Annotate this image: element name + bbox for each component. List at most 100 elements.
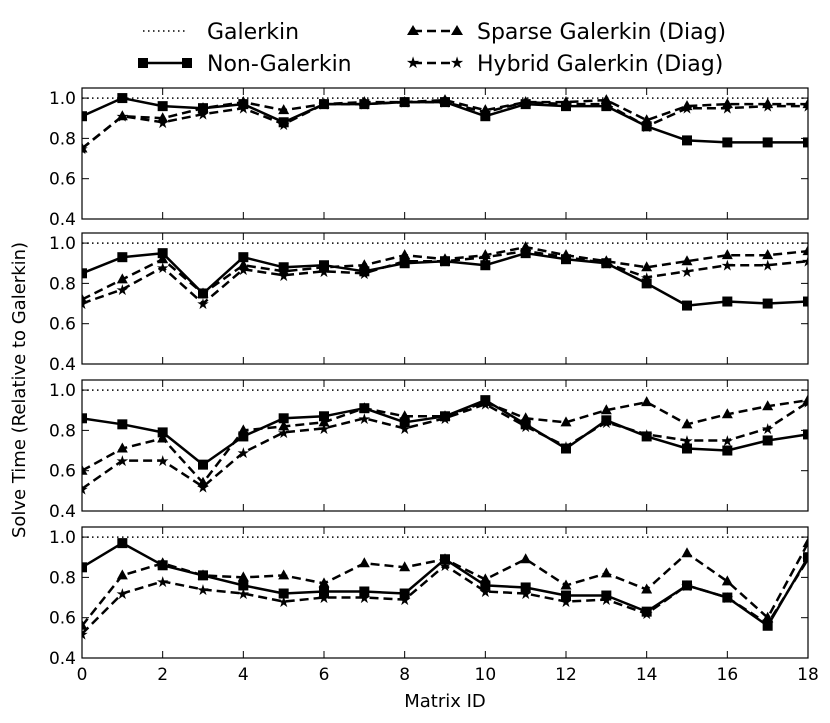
point-sparse-galerkin (82, 619, 88, 630)
point-non-galerkin (198, 570, 208, 581)
point-non-galerkin (561, 590, 571, 601)
point-sparse-galerkin (641, 396, 653, 407)
point-non-galerkin (601, 258, 612, 269)
y-tick-label: 1.0 (49, 234, 76, 254)
point-sparse-galerkin (721, 575, 733, 586)
point-non-galerkin (117, 419, 128, 430)
point-hybrid-galerkin: ★ (237, 444, 250, 462)
point-non-galerkin (117, 93, 128, 104)
point-hybrid-galerkin: ★ (761, 420, 774, 438)
point-non-galerkin (117, 252, 128, 263)
y-tick-label: 0.6 (49, 315, 76, 335)
point-non-galerkin (238, 431, 249, 442)
point-sparse-galerkin (681, 100, 693, 111)
point-hybrid-galerkin: ★ (801, 253, 814, 271)
point-non-galerkin (561, 443, 571, 454)
point-non-galerkin (520, 419, 531, 430)
legend-item-hybrid-galerkin: ★ ★ Hybrid Galerkin (Diag) (406, 52, 724, 77)
point-sparse-galerkin (762, 249, 774, 260)
point-sparse-galerkin (600, 567, 612, 578)
series-non-galerkin (82, 248, 808, 311)
point-sparse-galerkin (157, 112, 169, 123)
point-non-galerkin (520, 99, 531, 110)
point-sparse-galerkin (721, 408, 733, 419)
point-hybrid-galerkin: ★ (156, 452, 169, 470)
point-non-galerkin (278, 262, 289, 273)
legend-item-non-galerkin: Non-Galerkin (138, 52, 352, 77)
series-non-galerkin (82, 93, 808, 148)
point-sparse-galerkin (116, 273, 128, 284)
point-hybrid-galerkin: ★ (116, 452, 129, 470)
series-sparse-galerkin (82, 241, 808, 304)
point-hybrid-galerkin: ★ (156, 259, 169, 277)
point-non-galerkin (520, 248, 531, 259)
point-sparse-galerkin (237, 259, 249, 270)
y-tick-label: 1.0 (49, 89, 76, 109)
legend-marker-sparse-galerkin (407, 25, 463, 35)
point-non-galerkin (399, 258, 410, 269)
point-sparse-galerkin (278, 104, 290, 115)
point-sparse-galerkin (721, 249, 733, 260)
point-sparse-galerkin (560, 579, 572, 590)
point-non-galerkin (722, 592, 733, 603)
legend-label-sparse-galerkin: Sparse Galerkin (Diag) (477, 20, 726, 45)
point-non-galerkin (82, 562, 87, 573)
series-hybrid-galerkin: ★★★★★★★★★★★★★★★★★★★ (75, 551, 808, 643)
x-tick-label: 14 (636, 665, 658, 685)
point-non-galerkin (641, 121, 652, 132)
point-non-galerkin (601, 590, 612, 601)
point-sparse-galerkin (762, 98, 774, 109)
point-non-galerkin (762, 137, 773, 148)
point-sparse-galerkin (157, 253, 169, 264)
y-tick-label: 0.4 (49, 502, 76, 522)
y-tick-label: 0.6 (49, 462, 76, 482)
point-sparse-galerkin (802, 394, 808, 405)
legend-item-galerkin: Galerkin (143, 20, 299, 45)
point-hybrid-galerkin: ★ (196, 295, 209, 313)
point-non-galerkin (319, 260, 329, 271)
point-sparse-galerkin (278, 569, 290, 580)
point-non-galerkin (682, 443, 692, 454)
point-non-galerkin (803, 552, 808, 563)
y-tick-label: 0.8 (49, 129, 76, 149)
panel-4: 0.40.60.81.00 2 4 6 8 10 12 14 16 18★★★ ★ ★ ★ ★ ★ ★★★ ★ ★… (49, 526, 819, 685)
point-non-galerkin (722, 445, 733, 456)
point-non-galerkin (601, 101, 612, 112)
point-non-galerkin (722, 296, 733, 307)
panel-2: 0.40.60.81.0★★★★★★★★★★★★★★★★★★★ (49, 232, 814, 375)
point-non-galerkin (117, 538, 128, 549)
point-non-galerkin (641, 606, 652, 617)
point-sparse-galerkin (721, 98, 733, 109)
panel-frame (81, 87, 809, 220)
x-tick-label: 16 (717, 665, 739, 685)
x-tick-label: 6 (319, 665, 330, 685)
point-hybrid-galerkin: ★ (196, 581, 209, 599)
point-non-galerkin (238, 252, 249, 263)
series-hybrid-galerkin: ★★★★★★★★★★★★★★★★★★★ (82, 394, 808, 498)
point-non-galerkin (803, 296, 808, 307)
point-hybrid-galerkin: ★ (196, 478, 209, 496)
point-sparse-galerkin (116, 442, 128, 453)
point-hybrid-galerkin: ★ (75, 625, 88, 643)
point-sparse-galerkin (762, 400, 774, 411)
point-non-galerkin (762, 620, 773, 631)
point-non-galerkin (319, 586, 329, 597)
point-non-galerkin (157, 427, 168, 438)
point-non-galerkin (278, 117, 289, 128)
point-sparse-galerkin (641, 583, 653, 594)
point-non-galerkin (198, 459, 208, 470)
point-sparse-galerkin (802, 245, 808, 256)
point-hybrid-galerkin: ★ (156, 573, 169, 591)
x-tick-label: 0 (77, 665, 88, 685)
legend-marker-hybrid-galerkin: ★ (406, 53, 420, 72)
legend-marker-hybrid-galerkin-end: ★ (450, 53, 464, 72)
point-sparse-galerkin (399, 249, 411, 260)
point-hybrid-galerkin: ★ (116, 281, 129, 299)
point-non-galerkin (359, 403, 370, 414)
y-tick-label: 0.4 (49, 355, 76, 375)
legend-item-sparse-galerkin: Sparse Galerkin (Diag) (407, 20, 726, 45)
point-non-galerkin (682, 580, 692, 591)
point-sparse-galerkin (399, 561, 411, 572)
x-tick-label: 2 (157, 665, 168, 685)
point-sparse-galerkin (116, 569, 128, 580)
